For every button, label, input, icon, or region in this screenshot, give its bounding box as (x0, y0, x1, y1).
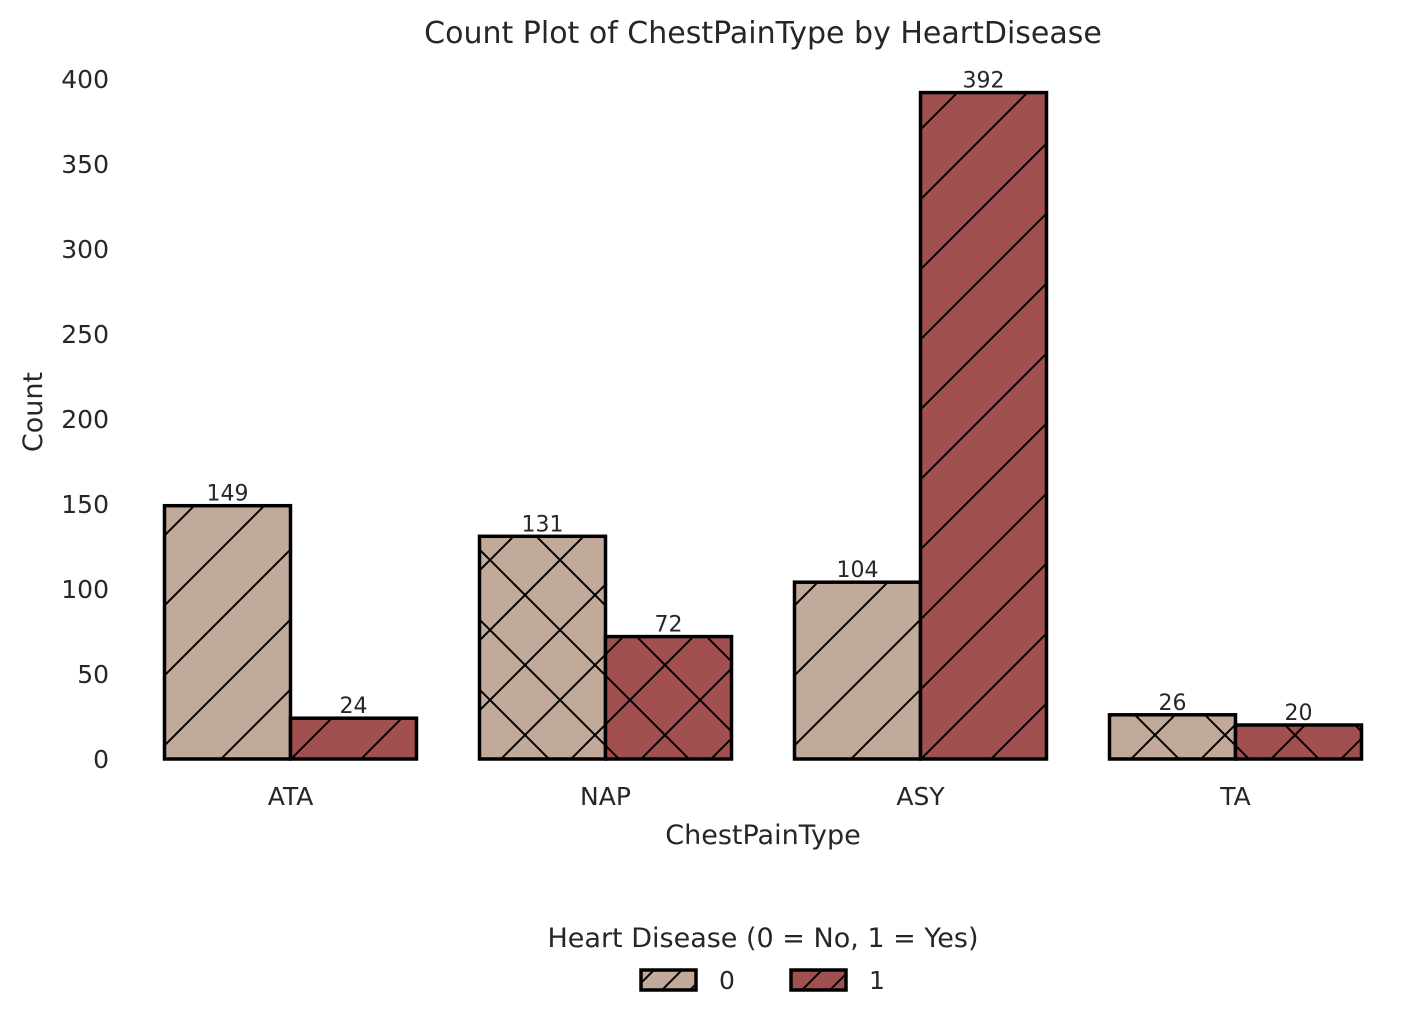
bar-nap-1 (603, 634, 734, 761)
chart-title: Count Plot of ChestPainType by HeartDise… (424, 16, 1102, 51)
bar-ta-1 (1233, 723, 1364, 761)
bar-asy-0 (792, 580, 923, 761)
x-tick-label: NAP (580, 782, 631, 811)
x-tick-label: ATA (268, 782, 314, 811)
legend-label: 1 (869, 966, 885, 995)
bar-nap-0 (477, 534, 608, 761)
legend-item-0: 0 (639, 966, 735, 995)
bars-group (162, 90, 1364, 761)
y-tick-label: 350 (61, 150, 109, 179)
x-tick-label: TA (1219, 782, 1250, 811)
bar-value-label: 131 (522, 512, 564, 537)
bar-value-labels: 149 24 131 72 104 392 26 20 (207, 69, 1313, 726)
y-axis-ticks: 0 50 100 150 200 250 300 350 400 (61, 65, 109, 774)
y-tick-label: 300 (61, 235, 109, 264)
y-tick-label: 400 (61, 65, 109, 94)
legend-swatch (639, 968, 698, 992)
y-axis-label: Count (18, 372, 49, 452)
x-tick-label: ASY (896, 782, 945, 811)
y-tick-label: 150 (61, 490, 109, 519)
legend-title: Heart Disease (0 = No, 1 = Yes) (548, 923, 979, 954)
bar-ta-0 (1107, 713, 1238, 761)
bar-value-label: 20 (1285, 701, 1313, 726)
bar-ata-1 (288, 716, 419, 761)
x-axis-label: ChestPainType (665, 820, 860, 851)
bar-value-label: 72 (655, 613, 683, 638)
y-tick-label: 250 (61, 320, 109, 349)
legend-item-1: 1 (789, 966, 885, 995)
legend-swatch (789, 968, 848, 992)
bar-value-label: 392 (963, 69, 1005, 94)
y-tick-label: 100 (61, 575, 109, 604)
y-tick-label: 0 (93, 745, 109, 774)
bar-value-label: 149 (207, 482, 249, 507)
bar-ata-0 (162, 503, 293, 761)
bar-value-label: 24 (340, 694, 368, 719)
bar-value-label: 104 (837, 558, 879, 583)
x-axis-ticks: ATA NAP ASY TA (268, 782, 1251, 811)
bar-asy-1 (918, 90, 1049, 761)
legend-label: 0 (719, 966, 735, 995)
bar-value-label: 26 (1159, 691, 1187, 716)
y-tick-label: 50 (77, 660, 109, 689)
y-tick-label: 200 (61, 405, 109, 434)
